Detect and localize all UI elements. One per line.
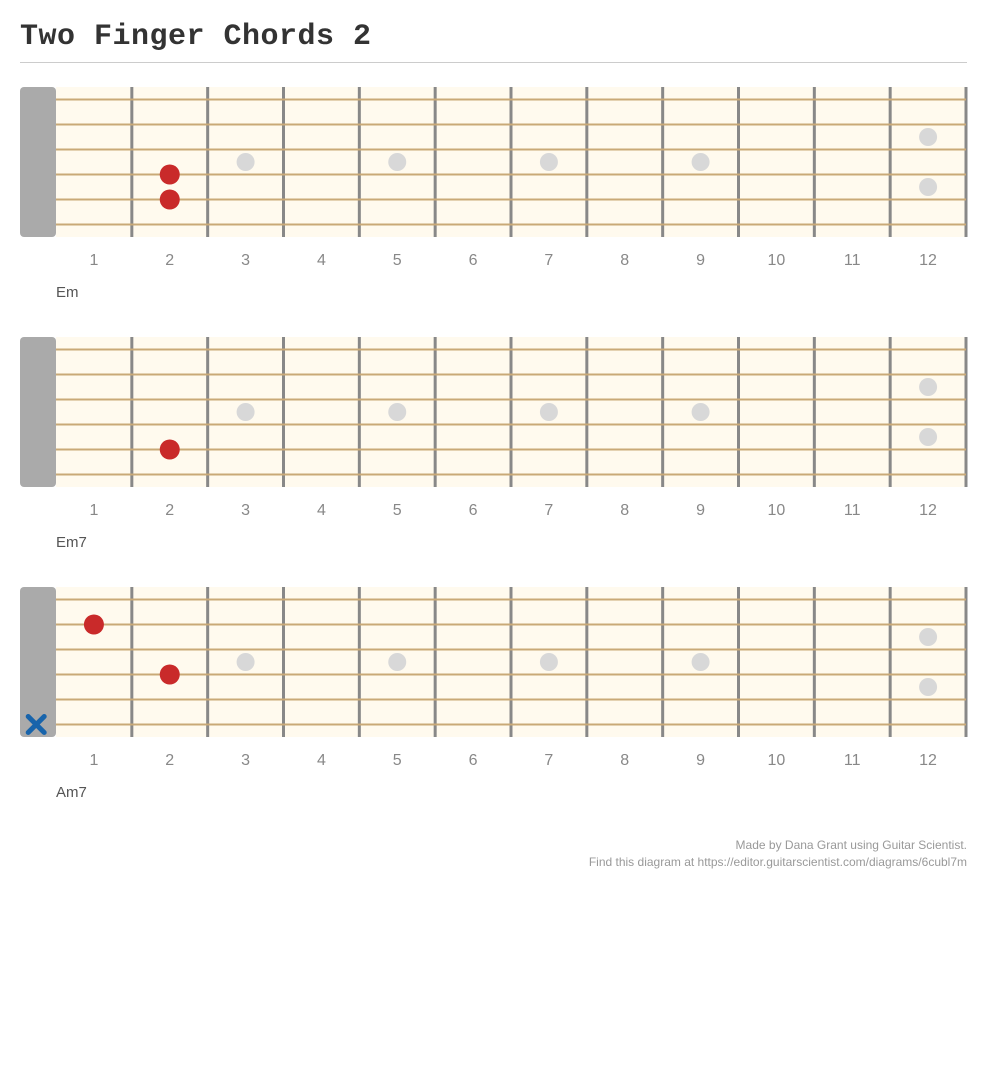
footer-credit: Made by Dana Grant using Guitar Scientis… [20,837,967,854]
fret-number-label: 10 [738,752,814,770]
fret-number-label: 3 [208,252,284,270]
fret-number-label: 1 [56,502,132,520]
fret-number-label: 2 [132,252,208,270]
inlay-marker [388,153,406,171]
finger-dot [160,190,180,210]
fret-number-label: 9 [663,252,739,270]
fret-number-label: 8 [587,752,663,770]
page-title: Two Finger Chords 2 [20,20,967,54]
finger-dot [160,665,180,685]
inlay-marker [919,428,937,446]
fret-number-label: 4 [283,502,359,520]
inlay-marker [692,153,710,171]
fret-labels-row: 123456789101112 [20,252,967,270]
fret-number-label: 5 [359,502,435,520]
nut [20,587,56,737]
fret-number-label: 6 [435,252,511,270]
inlay-marker [919,178,937,196]
fret-number-label: 6 [435,752,511,770]
inlay-marker [919,628,937,646]
chord-diagram: 123456789101112Em7 [20,337,967,551]
inlay-marker [237,653,255,671]
footer-url: Find this diagram at https://editor.guit… [20,854,967,871]
inlay-marker [388,403,406,421]
fretboard-svg [20,587,968,737]
fret-number-label: 4 [283,252,359,270]
fret-number-label: 12 [890,752,966,770]
chord-name: Em7 [56,534,967,551]
fret-number-label: 3 [208,752,284,770]
inlay-marker [237,153,255,171]
fret-number-label: 12 [890,252,966,270]
inlay-marker [919,678,937,696]
fret-number-label: 11 [814,252,890,270]
fret-number-label: 9 [663,752,739,770]
diagrams-container: 123456789101112Em123456789101112Em712345… [20,87,967,801]
nut [20,337,56,487]
fret-number-label: 3 [208,502,284,520]
fret-number-label: 7 [511,252,587,270]
inlay-marker [692,653,710,671]
fret-number-label: 10 [738,252,814,270]
inlay-marker [919,378,937,396]
chord-diagram: 123456789101112Em [20,87,967,301]
nut [20,87,56,237]
inlay-marker [692,403,710,421]
fret-number-label: 10 [738,502,814,520]
inlay-marker [237,403,255,421]
fret-number-label: 9 [663,502,739,520]
finger-dot [160,440,180,460]
fret-number-label: 4 [283,752,359,770]
fret-number-label: 1 [56,252,132,270]
inlay-marker [540,653,558,671]
inlay-marker [540,403,558,421]
inlay-marker [540,153,558,171]
fret-labels-row: 123456789101112 [20,752,967,770]
chord-name: Em [56,284,967,301]
fret-number-label: 2 [132,502,208,520]
fret-number-label: 11 [814,752,890,770]
fret-number-label: 6 [435,502,511,520]
fret-number-label: 7 [511,752,587,770]
inlay-marker [388,653,406,671]
chord-name: Am7 [56,784,967,801]
fret-number-label: 11 [814,502,890,520]
footer: Made by Dana Grant using Guitar Scientis… [20,837,967,871]
fret-number-label: 5 [359,752,435,770]
fret-labels-row: 123456789101112 [20,502,967,520]
fret-number-label: 12 [890,502,966,520]
fret-number-label: 7 [511,502,587,520]
fret-number-label: 8 [587,252,663,270]
finger-dot [84,615,104,635]
fret-number-label: 5 [359,252,435,270]
fret-number-label: 1 [56,752,132,770]
fret-number-label: 2 [132,752,208,770]
inlay-marker [919,128,937,146]
chord-diagram: 123456789101112Am7 [20,587,967,801]
fret-number-label: 8 [587,502,663,520]
finger-dot [160,165,180,185]
fretboard-svg [20,337,968,487]
fretboard-svg [20,87,968,237]
title-divider [20,62,967,63]
